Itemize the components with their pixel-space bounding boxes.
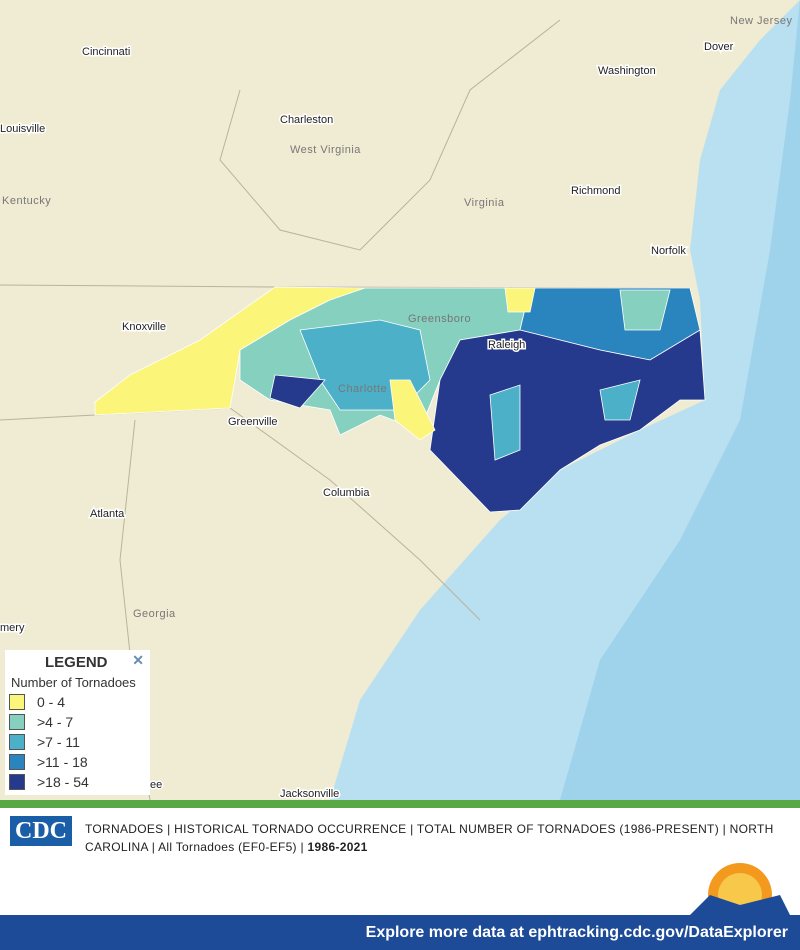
description: TORNADOES | HISTORICAL TORNADO OCCURRENC…	[85, 820, 785, 856]
place-label: mery	[0, 622, 25, 634]
legend-close[interactable]: ✕	[132, 652, 144, 668]
place-label: Cincinnati	[82, 46, 130, 58]
place-label: Dover	[704, 41, 734, 53]
place-label: Kentucky	[2, 195, 51, 207]
legend: LEGEND ✕ Number of Tornadoes 0 - 4 >4 - 7…	[5, 650, 150, 795]
legend-items: 0 - 4 >4 - 7 >7 - 11 >11 - 18 >18 - 54	[5, 692, 150, 792]
place-label: Raleigh	[488, 339, 525, 351]
place-label: Atlanta	[90, 508, 125, 520]
legend-item: >7 - 11	[9, 732, 150, 752]
place-label: Norfolk	[651, 245, 686, 257]
place-label: Charleston	[280, 114, 333, 126]
legend-item: >18 - 54	[9, 772, 150, 792]
deep-ocean	[560, 0, 800, 800]
legend-label: >7 - 11	[37, 734, 80, 750]
place-label: Virginia	[464, 197, 505, 209]
nc-counties	[94, 286, 706, 513]
legend-item: 0 - 4	[9, 692, 150, 712]
place-label: Richmond	[571, 185, 621, 197]
place-label: Jacksonville	[280, 788, 339, 800]
legend-label: >18 - 54	[37, 774, 89, 790]
legend-label: >4 - 7	[37, 714, 74, 730]
place-label: Charlotte	[338, 383, 387, 395]
legend-label: 0 - 4	[37, 694, 66, 710]
legend-item: >4 - 7	[9, 712, 150, 732]
place-labels: New Jersey Dover Cincinnati Washington C…	[0, 15, 792, 800]
years: 1986-2021	[307, 840, 368, 854]
place-label: Knoxville	[122, 321, 166, 333]
legend-subtitle: Number of Tornadoes	[11, 675, 136, 690]
legend-swatch	[9, 694, 25, 710]
divider	[0, 800, 800, 808]
cdc-logo[interactable]: CDC	[10, 816, 72, 846]
legend-swatch	[9, 714, 25, 730]
legend-item: >11 - 18	[9, 752, 150, 772]
footer-bar	[0, 915, 800, 950]
legend-swatch	[9, 734, 25, 750]
place-label: Greenville	[228, 416, 278, 428]
place-label: Greensboro	[408, 313, 471, 325]
legend-title: LEGEND	[45, 654, 108, 671]
legend-swatch	[9, 754, 25, 770]
description-text: TORNADOES | HISTORICAL TORNADO OCCURRENC…	[85, 822, 774, 854]
place-label: Washington	[598, 65, 656, 77]
explore-link[interactable]: Explore more data at ephtracking.cdc.gov…	[365, 924, 788, 941]
place-label: Columbia	[323, 487, 370, 499]
legend-label: >11 - 18	[37, 754, 88, 770]
explorer-logo	[690, 863, 790, 915]
place-label: West Virginia	[290, 144, 361, 156]
place-label: Georgia	[133, 608, 176, 620]
place-label: New Jersey	[730, 15, 792, 27]
legend-swatch	[9, 774, 25, 790]
place-label: ee	[150, 779, 162, 791]
place-label: Louisville	[0, 123, 45, 135]
